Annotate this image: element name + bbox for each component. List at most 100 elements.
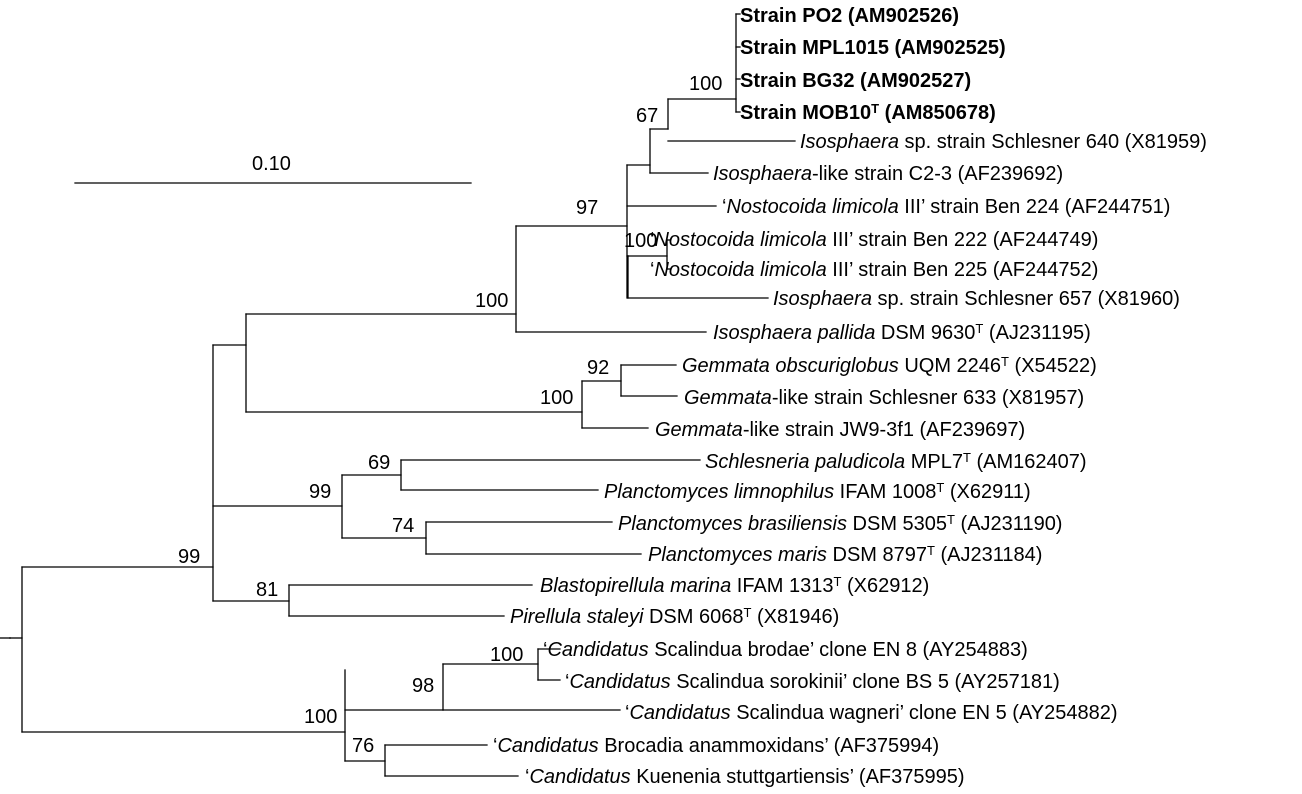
taxon-label-part: DSM 5305: [847, 513, 947, 535]
bootstrap-n-scalindua: 100: [490, 644, 523, 666]
taxon-label-part: T: [927, 543, 935, 558]
taxon-label-po2: Strain PO2 (AM902526): [740, 5, 959, 27]
taxon-label-nos225: ‘Nostocoida limicola III’ strain Ben 225…: [650, 259, 1098, 281]
taxon-label-blamar: Blastopirellula marina IFAM 1313T (X6291…: [540, 574, 929, 597]
taxon-label-part: Strain MOB10: [740, 102, 871, 124]
taxon-label-part: (AM162407): [971, 451, 1087, 473]
taxon-label-part: Schlesneria paludicola: [705, 451, 905, 473]
taxon-label-part: Planctomyces maris: [648, 544, 827, 566]
taxon-label-part: Scalindua brodae’ clone EN 8 (AY254883): [649, 639, 1028, 661]
scale-bar-label: 0.10: [252, 153, 291, 175]
taxon-label-iso640: Isosphaera sp. strain Schlesner 640 (X81…: [800, 131, 1207, 153]
taxon-label-part: T: [743, 605, 751, 620]
taxon-label-part: (AJ231184): [935, 544, 1042, 566]
taxon-label-part: (AM850678): [879, 102, 996, 124]
taxon-label-part: Candidatus: [569, 671, 670, 693]
bootstrap-n-pir: 81: [256, 579, 278, 601]
bootstrap-n-iso-all: 100: [475, 290, 508, 312]
taxon-label-part: Gemmata: [684, 387, 772, 409]
taxon-label-part: T: [1001, 354, 1009, 369]
taxon-label-part: Pirellula staleyi: [510, 606, 644, 628]
taxon-label-part: T: [963, 450, 971, 465]
taxon-label-part: ‘: [543, 639, 547, 661]
taxon-label-pirsta: Pirellula staleyi DSM 6068T (X81946): [510, 605, 839, 628]
taxon-label-part: Scalindua wagneri’ clone EN 5 (AY254882): [731, 702, 1118, 724]
taxon-label-part: Gemmata: [655, 419, 743, 441]
taxon-label-bg32: Strain BG32 (AM902527): [740, 70, 971, 92]
taxon-label-part: T: [975, 321, 983, 336]
taxon-label-part: (AJ231195): [983, 322, 1090, 344]
taxon-label-part: Scalindua sorokinii’ clone BS 5 (AY25718…: [671, 671, 1060, 693]
taxon-label-part: Candidatus: [547, 639, 648, 661]
taxon-label-part: Gemmata obscuriglobus: [682, 355, 899, 377]
taxon-label-part: sp. strain Schlesner 640 (X81959): [899, 131, 1207, 153]
taxon-label-part: (X62912): [841, 575, 929, 597]
taxon-label-scawag: ‘Candidatus Scalindua wagneri’ clone EN …: [625, 702, 1118, 724]
taxon-label-nos224: ‘Nostocoida limicola III’ strain Ben 224…: [722, 196, 1170, 218]
taxon-label-part: DSM 9630: [875, 322, 975, 344]
taxon-label-kuestu: ‘Candidatus Kuenenia stuttgartiensis’ (A…: [525, 766, 965, 788]
taxon-label-part: III’ strain Ben 225 (AF244752): [827, 259, 1099, 281]
taxon-label-gemobs: Gemmata obscuriglobus UQM 2246T (X54522): [682, 354, 1097, 377]
taxon-label-part: DSM 6068: [643, 606, 743, 628]
taxon-label-gemjw9: Gemmata-like strain JW9-3f1 (AF239697): [655, 419, 1025, 441]
taxon-label-part: T: [833, 574, 841, 589]
taxon-label-part: ‘: [565, 671, 569, 693]
bootstrap-n-bro-kue: 76: [352, 735, 374, 757]
taxon-label-part: Nostocoida limicola: [726, 196, 898, 218]
taxon-label-part: (X81946): [751, 606, 839, 628]
taxon-label-part: (AJ231190): [955, 513, 1062, 535]
taxon-label-part: Isosphaera: [713, 163, 812, 185]
taxon-label-scasor: ‘Candidatus Scalindua sorokinii’ clone B…: [565, 671, 1060, 693]
bootstrap-n-isosphaera: 67: [636, 105, 658, 127]
taxon-label-plmar: Planctomyces maris DSM 8797T (AJ231184): [648, 543, 1042, 566]
taxon-label-part: Planctomyces brasiliensis: [618, 513, 847, 535]
bootstrap-n-sch: 69: [368, 452, 390, 474]
taxon-label-part: Blastopirellula marina: [540, 575, 731, 597]
bootstrap-n-anammox: 100: [304, 706, 337, 728]
bootstrap-n-nos: 100: [624, 230, 657, 252]
taxon-label-part: ‘: [625, 702, 629, 724]
taxon-label-part: Nostocoida limicola: [654, 229, 826, 251]
taxon-label-part: T: [947, 512, 955, 527]
taxon-label-part: ‘: [525, 766, 529, 788]
bootstrap-n-plancto: 99: [178, 546, 200, 568]
taxon-label-part: IFAM 1008: [834, 481, 936, 503]
taxon-label-mob10: Strain MOB10T (AM850678): [740, 101, 996, 124]
taxon-label-part: T: [871, 101, 879, 116]
taxon-label-part: Candidatus: [629, 702, 730, 724]
taxon-label-part: DSM 8797: [827, 544, 927, 566]
taxon-label-broana: ‘Candidatus Brocadia anammoxidans’ (AF37…: [493, 735, 939, 757]
taxon-label-part: Candidatus: [497, 735, 598, 757]
bootstrap-n-iso-group: 97: [576, 197, 598, 219]
taxon-label-part: -like strain JW9-3f1 (AF239697): [743, 419, 1025, 441]
taxon-label-part: IFAM 1313: [731, 575, 833, 597]
taxon-label-pllim: Planctomyces limnophilus IFAM 1008T (X62…: [604, 480, 1031, 503]
taxon-label-part: T: [936, 480, 944, 495]
taxon-label-part: Candidatus: [529, 766, 630, 788]
taxon-label-isopal: Isosphaera pallida DSM 9630T (AJ231195): [713, 321, 1091, 344]
taxon-label-part: ‘: [722, 196, 726, 218]
taxon-label-part: (X62911): [944, 481, 1030, 503]
taxon-label-part: ‘: [650, 259, 654, 281]
taxon-label-part: -like strain Schlesner 633 (X81957): [772, 387, 1084, 409]
bootstrap-n-pl-bm: 74: [392, 515, 414, 537]
taxon-label-part: Isosphaera: [800, 131, 899, 153]
taxon-label-part: UQM 2246: [899, 355, 1001, 377]
taxon-label-part: sp. strain Schlesner 657 (X81960): [872, 288, 1180, 310]
taxon-label-part: -like strain C2-3 (AF239692): [812, 163, 1063, 185]
taxon-label-part: Isosphaera pallida: [713, 322, 875, 344]
taxon-label-part: Brocadia anammoxidans’ (AF375994): [599, 735, 940, 757]
taxon-label-part: ‘: [650, 229, 654, 251]
taxon-label-part: Planctomyces limnophilus: [604, 481, 834, 503]
taxon-label-plbra: Planctomyces brasiliensis DSM 5305T (AJ2…: [618, 512, 1062, 535]
taxon-label-part: Strain PO2 (AM902526): [740, 5, 959, 27]
taxon-label-isoc23: Isosphaera-like strain C2-3 (AF239692): [713, 163, 1063, 185]
taxon-label-part: III’ strain Ben 222 (AF244749): [827, 229, 1099, 251]
taxon-label-part: Nostocoida limicola: [654, 259, 826, 281]
bootstrap-n-gem-pair: 92: [587, 357, 609, 379]
taxon-label-part: Strain MPL1015 (AM902525): [740, 37, 1006, 59]
taxon-label-mpl1015: Strain MPL1015 (AM902525): [740, 37, 1006, 59]
taxon-label-part: ‘: [493, 735, 497, 757]
